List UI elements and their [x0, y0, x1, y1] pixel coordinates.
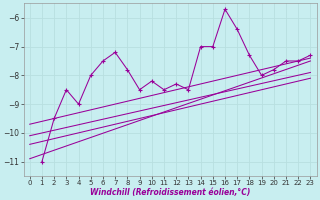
- X-axis label: Windchill (Refroidissement éolien,°C): Windchill (Refroidissement éolien,°C): [90, 188, 250, 197]
